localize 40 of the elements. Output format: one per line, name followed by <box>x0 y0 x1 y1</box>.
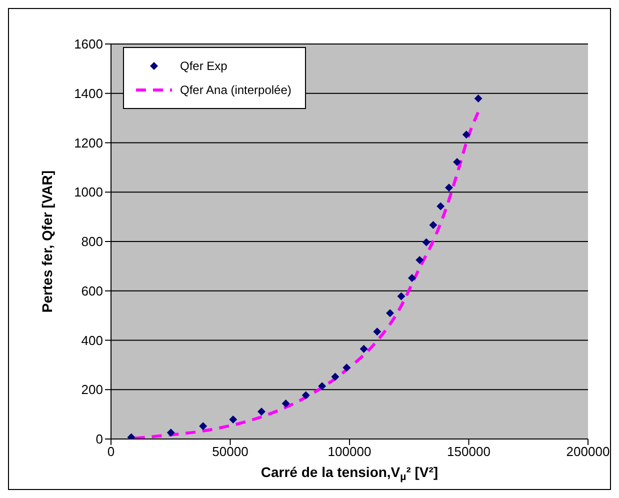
y-tick-label: 400 <box>81 332 103 348</box>
y-tick-label: 1600 <box>74 36 103 52</box>
x-tick-label: 200000 <box>566 444 610 460</box>
point <box>257 408 266 416</box>
y-tick-label: 0 <box>96 432 103 447</box>
y-axis-title: Pertes fer, Qfer [VAR] <box>38 170 55 313</box>
point <box>444 184 453 192</box>
y-tick-label: 200 <box>81 382 103 398</box>
point <box>342 364 351 372</box>
point <box>397 292 406 300</box>
point <box>436 202 445 210</box>
legend-label: Qfer Exp <box>180 59 228 73</box>
point <box>302 391 310 400</box>
point <box>453 158 462 166</box>
x-tick-label: 100000 <box>328 444 372 460</box>
point <box>360 344 368 353</box>
point <box>229 415 238 424</box>
x-tick-label: 150000 <box>447 444 490 460</box>
point <box>166 428 175 437</box>
point <box>408 274 416 282</box>
point <box>462 130 470 139</box>
point <box>331 372 340 381</box>
x-tick-label: 0 <box>107 444 115 460</box>
x-axis-title: Carré de la tension,V$_{µ}$² [V²] <box>260 464 438 484</box>
point <box>199 422 208 430</box>
y-tick-label: 800 <box>81 234 103 250</box>
point <box>474 94 482 103</box>
point <box>282 399 290 408</box>
y-tick-label: 1000 <box>74 184 103 200</box>
point <box>386 309 394 318</box>
point <box>416 256 424 264</box>
y-tick-label: 1400 <box>74 86 103 101</box>
x-tick-label: 50000 <box>212 444 248 460</box>
point <box>429 220 438 229</box>
y-tick-label: 1200 <box>74 135 103 150</box>
point <box>318 382 326 390</box>
y-tick-label: 600 <box>81 283 103 298</box>
legend-label: Qfer Ana (interpolée) <box>180 83 292 97</box>
point <box>373 328 382 336</box>
point <box>422 238 430 246</box>
